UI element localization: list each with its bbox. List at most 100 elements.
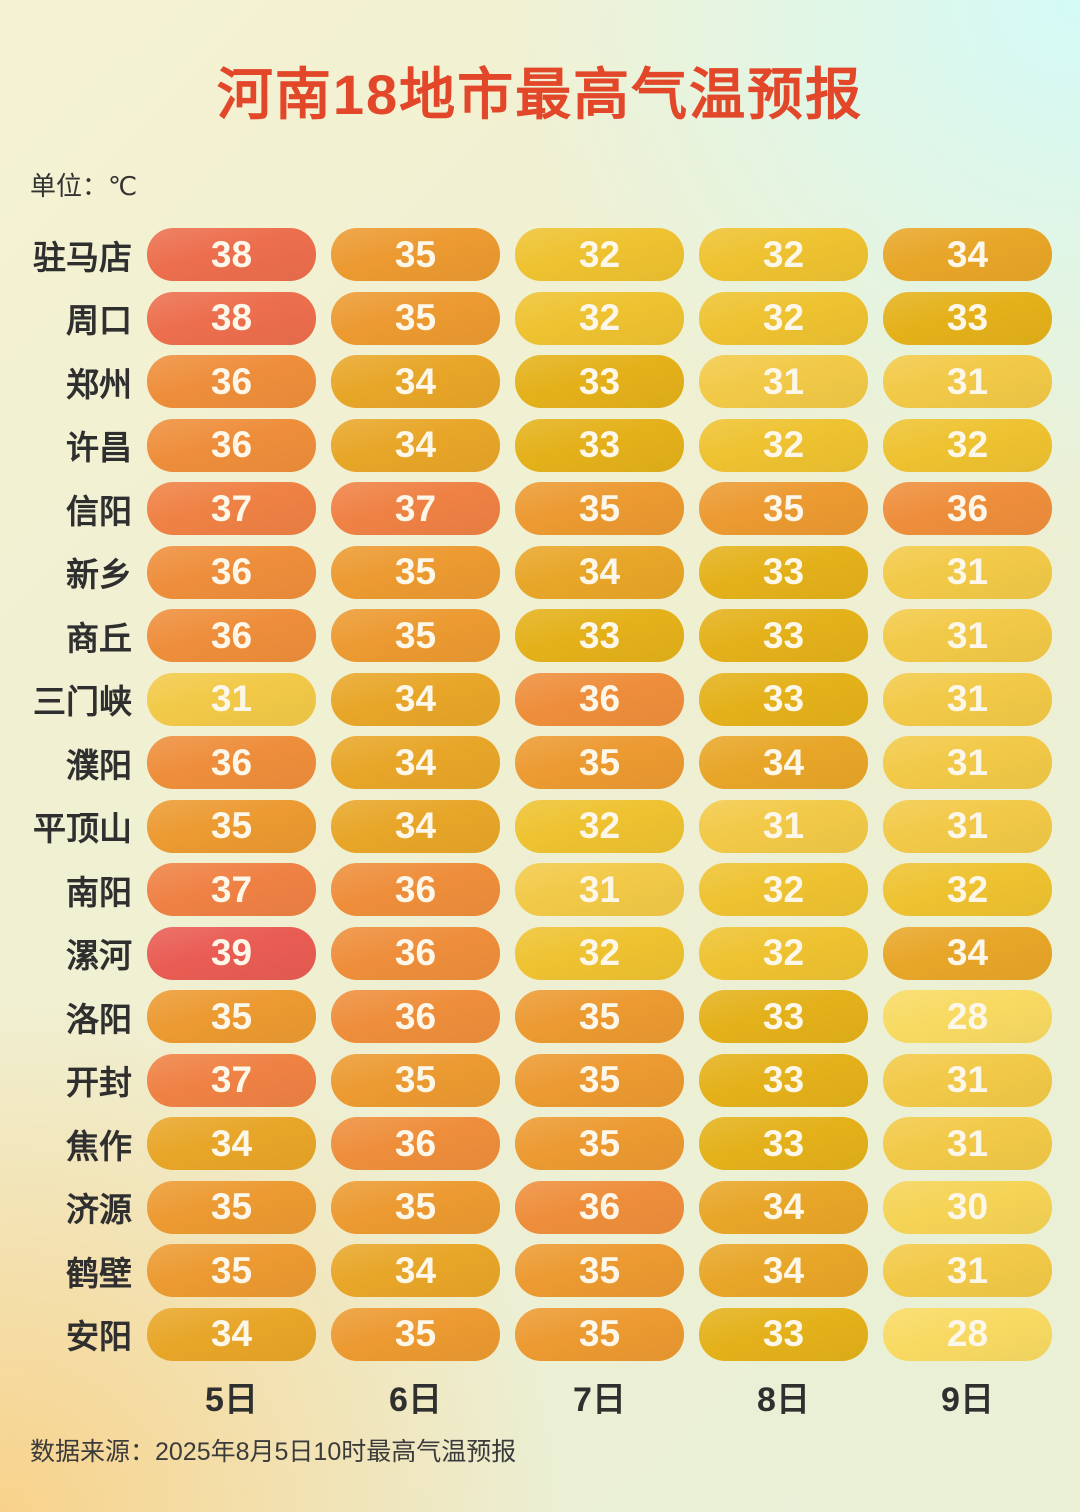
temp-pill: 31: [883, 1244, 1052, 1297]
city-label: 洛阳: [66, 1000, 132, 1038]
temp-pill: 34: [699, 736, 868, 789]
city-label: 郑州: [66, 365, 132, 403]
temp-pill: 32: [515, 799, 684, 853]
table-row: 洛阳 35 36 35 33 28: [28, 990, 1052, 1043]
temp-pill: 31: [883, 799, 1052, 853]
temp-pill: 35: [331, 609, 500, 662]
temp-pill: 35: [515, 990, 684, 1043]
temp-pill: 32: [699, 228, 868, 281]
temp-pill: 35: [699, 482, 868, 535]
temp-pill: 36: [515, 672, 684, 726]
temp-pill: 37: [147, 482, 316, 535]
data-source-label: 数据来源：2025年8月5日10时最高气温预报: [30, 1438, 517, 1466]
temp-pill: 34: [331, 1244, 500, 1297]
temp-pill: 35: [515, 1244, 684, 1297]
temp-pill: 33: [883, 291, 1052, 345]
table-row: 商丘 36 35 33 33 31: [28, 609, 1052, 662]
temp-pill: 34: [331, 672, 500, 726]
temp-pill: 31: [147, 672, 316, 726]
temp-pill: 32: [699, 291, 868, 345]
temp-pill: 31: [883, 609, 1052, 662]
temp-pill: 32: [883, 863, 1052, 916]
temp-pill: 31: [883, 545, 1052, 599]
temp-pill: 33: [699, 545, 868, 599]
temp-pill: 32: [515, 291, 684, 345]
temp-pill: 34: [699, 1180, 868, 1234]
temp-pill: 37: [147, 863, 316, 916]
temp-pill: 35: [331, 1180, 500, 1234]
temp-pill: 36: [147, 609, 316, 662]
temp-pill: 36: [883, 482, 1052, 535]
city-label: 南阳: [66, 873, 132, 911]
temp-pill: 34: [883, 926, 1052, 980]
temp-pill: 31: [883, 1117, 1052, 1170]
city-label: 许昌: [66, 429, 132, 466]
table-row: 鹤壁 35 34 35 34 31: [28, 1244, 1052, 1297]
temp-pill: 34: [147, 1307, 316, 1361]
temp-pill: 36: [147, 736, 316, 789]
temp-pill: 36: [147, 545, 316, 599]
temp-pill: 34: [883, 228, 1052, 281]
temp-pill: 35: [331, 228, 500, 281]
temp-pill: 31: [699, 799, 868, 853]
city-label: 信阳: [66, 492, 132, 530]
city-label: 新乡: [66, 556, 132, 593]
temp-pill: 33: [699, 609, 868, 662]
table-row: 新乡 36 35 34 33 31: [28, 545, 1052, 599]
temp-pill: 35: [515, 1053, 684, 1107]
table-row: 三门峡 31 34 36 33 31: [28, 672, 1052, 726]
table-row: 郑州 36 34 33 31 31: [28, 355, 1052, 408]
temp-pill: 35: [515, 736, 684, 789]
unit-label: 单位：℃: [30, 171, 138, 201]
temp-pill: 35: [515, 1117, 684, 1170]
table-row: 濮阳 36 34 35 34 31: [28, 736, 1052, 789]
city-label: 平顶山: [33, 810, 132, 847]
temp-pill: 36: [147, 418, 316, 472]
temp-pill: 38: [147, 228, 316, 281]
temp-pill: 31: [699, 355, 868, 408]
table-row: 南阳 37 36 31 32 32: [28, 863, 1052, 916]
page-title: 河南18地市最高气温预报: [216, 63, 864, 126]
temp-pill: 33: [699, 1307, 868, 1361]
temp-pill: 33: [515, 355, 684, 408]
city-label: 驻马店: [33, 238, 132, 276]
city-label: 漯河: [66, 937, 132, 974]
temp-pill: 36: [331, 863, 500, 916]
temp-pill: 31: [883, 672, 1052, 726]
temp-pill: 34: [331, 736, 500, 789]
temp-pill: 35: [147, 799, 316, 853]
temp-pill: 33: [699, 990, 868, 1043]
date-column-header: 8日: [757, 1381, 810, 1419]
temp-pill: 39: [147, 926, 316, 980]
temp-pill: 35: [515, 482, 684, 535]
temp-pill: 36: [331, 1117, 500, 1170]
temperature-table: 驻马店 38 35 32 32 34 周口 38 35 32 32 33 郑州 36 34 33 31 31 许昌 3…: [28, 228, 1052, 1419]
table-row: 信阳 37 37 35 35 36: [28, 482, 1052, 535]
temp-pill: 31: [883, 736, 1052, 789]
city-label: 济源: [66, 1191, 132, 1228]
table-row: 驻马店 38 35 32 32 34: [28, 228, 1052, 281]
temp-pill: 37: [147, 1053, 316, 1107]
table-row: 平顶山 35 34 32 31 31: [28, 799, 1052, 853]
temp-pill: 33: [699, 1053, 868, 1107]
date-column-header: 7日: [573, 1381, 626, 1419]
temp-pill: 33: [515, 418, 684, 472]
city-label: 濮阳: [66, 746, 132, 784]
temp-pill: 32: [699, 418, 868, 472]
temp-pill: 31: [883, 355, 1052, 408]
temp-pill: 34: [331, 799, 500, 853]
table-row: 济源 35 35 36 34 30: [28, 1180, 1052, 1234]
temp-pill: 38: [147, 291, 316, 345]
city-label: 鹤壁: [66, 1254, 132, 1292]
temp-pill: 31: [883, 1053, 1052, 1107]
table-row: 许昌 36 34 33 32 32: [28, 418, 1052, 472]
temp-pill: 32: [699, 926, 868, 980]
city-label: 开封: [66, 1064, 132, 1101]
temp-pill: 34: [331, 418, 500, 472]
temp-pill: 34: [699, 1244, 868, 1297]
date-column-header: 6日: [389, 1381, 442, 1419]
temp-pill: 35: [515, 1307, 684, 1361]
temp-pill: 36: [515, 1180, 684, 1234]
city-label: 安阳: [66, 1318, 132, 1355]
city-label: 周口: [66, 302, 132, 339]
